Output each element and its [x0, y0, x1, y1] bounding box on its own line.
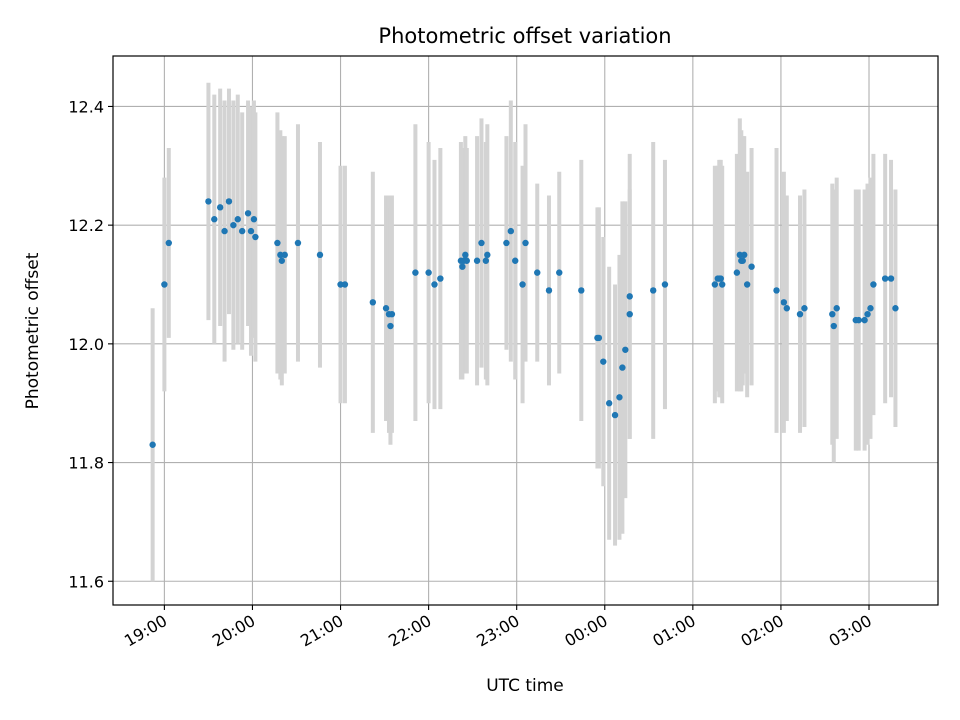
data-points: [149, 198, 899, 448]
chart-title: Photometric offset variation: [378, 24, 671, 48]
data-point: [431, 281, 438, 288]
data-point: [205, 198, 212, 205]
data-point: [522, 239, 529, 247]
data-point: [519, 281, 526, 288]
data-point: [161, 281, 168, 288]
data-point: [234, 216, 241, 223]
data-point: [626, 310, 633, 318]
data-point: [833, 305, 840, 312]
data-point: [512, 257, 519, 264]
data-point: [829, 310, 836, 318]
data-point: [830, 322, 837, 330]
data-point: [274, 239, 281, 247]
data-point: [250, 216, 258, 223]
data-point: [211, 216, 218, 223]
y-axis-label: Photometric offset: [23, 252, 43, 409]
data-point: [780, 299, 788, 306]
data-point: [556, 269, 563, 276]
data-point: [733, 269, 741, 276]
data-point: [736, 251, 744, 259]
data-point: [503, 239, 510, 247]
data-point: [605, 400, 613, 407]
data-point: [870, 281, 877, 288]
data-point: [149, 441, 156, 448]
data-point: [773, 287, 780, 294]
data-point: [717, 275, 724, 282]
data-point: [252, 233, 259, 241]
data-point: [294, 239, 302, 247]
data-point: [369, 299, 377, 306]
data-point: [225, 198, 233, 205]
data-point: [482, 257, 490, 264]
data-point: [711, 281, 719, 288]
data-point: [387, 322, 394, 330]
data-point: [626, 293, 633, 300]
data-point: [337, 281, 344, 288]
data-point: [783, 305, 790, 312]
y-axis: 11.6 11.8 12.0 12.2 12.4: [68, 97, 113, 591]
data-point: [316, 251, 324, 259]
data-point: [534, 269, 541, 276]
data-point: [507, 227, 515, 235]
data-point: [463, 257, 470, 264]
data-point: [611, 411, 619, 419]
data-point: [165, 239, 172, 247]
data-point: [216, 204, 224, 211]
data-point: [230, 221, 237, 229]
data-point: [578, 287, 585, 294]
y-tick-label: 11.6: [68, 572, 104, 591]
data-point: [661, 281, 669, 288]
data-point: [801, 305, 808, 312]
data-point: [484, 251, 491, 259]
data-point: [719, 281, 726, 288]
data-point: [616, 394, 623, 401]
data-point: [459, 263, 466, 270]
y-tick-label: 12.2: [68, 216, 104, 235]
y-tick-label: 12.0: [68, 335, 104, 354]
data-point: [238, 227, 246, 235]
data-point: [867, 305, 874, 312]
data-point: [622, 346, 629, 353]
data-point: [247, 227, 255, 235]
data-point: [341, 281, 349, 288]
data-point: [473, 257, 481, 264]
data-point: [412, 269, 419, 276]
data-point: [600, 358, 607, 365]
data-point: [595, 334, 603, 342]
plot-frame: [112, 55, 939, 606]
y-tick-label: 11.8: [68, 454, 104, 473]
data-point: [478, 239, 485, 247]
data-point: [244, 210, 252, 217]
data-point: [281, 251, 288, 259]
data-point: [743, 281, 751, 288]
data-point: [462, 251, 469, 259]
data-point: [887, 275, 895, 282]
data-point: [545, 287, 553, 294]
data-point: [796, 310, 804, 318]
data-point: [741, 251, 748, 259]
data-point: [861, 316, 868, 324]
data-point: [382, 305, 390, 312]
data-point: [619, 364, 626, 371]
data-point: [650, 287, 657, 294]
data-point: [881, 275, 889, 282]
data-point: [425, 269, 432, 276]
data-point: [748, 263, 755, 270]
data-point: [892, 305, 899, 312]
data-point: [739, 257, 746, 264]
y-tick-label: 12.4: [68, 97, 104, 116]
x-axis-label: UTC time: [486, 676, 564, 696]
data-point: [388, 310, 396, 318]
data-point: [277, 251, 284, 259]
data-point: [437, 275, 444, 282]
data-point: [855, 316, 862, 324]
data-point: [864, 310, 871, 318]
data-point: [221, 227, 228, 235]
data-point: [278, 257, 286, 264]
